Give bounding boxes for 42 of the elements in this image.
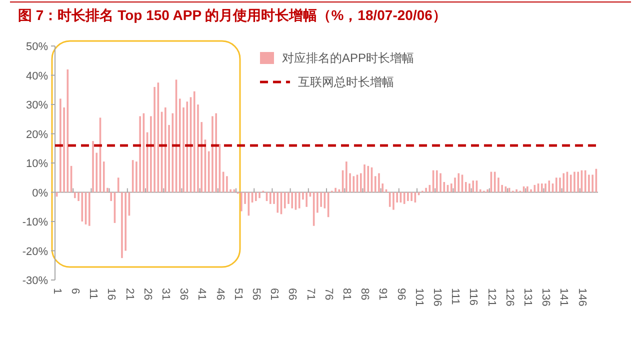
y-tick-label: -20% [22,246,48,258]
x-tick-label: 136 [540,288,552,306]
legend-label: 互联网总时长增幅 [298,75,394,89]
y-tick-label: 50% [26,41,48,53]
x-tick-label: 91 [376,288,389,300]
x-tick-label: 1 [50,288,63,294]
x-tick-label: 51 [232,288,244,300]
y-tick-label: -10% [22,216,48,228]
x-tick-label: 131 [522,288,534,306]
y-tick-label: 0% [32,187,48,200]
y-tick-label: 20% [26,128,48,141]
x-tick-label: 61 [268,288,280,300]
y-tick-label: 30% [26,100,48,112]
x-tick-label: 116 [467,288,480,306]
x-tick-label: 146 [576,288,588,306]
x-tick-label: 6 [69,288,82,294]
chart-title: 图 7：时长排名 Top 150 APP 的月使用时长增幅（%，18/07-20/06） [18,7,446,23]
x-tick-label: 46 [214,288,226,300]
x-tick-label: 81 [340,288,353,300]
y-tick-label: -30% [22,275,48,287]
x-tick-label: 111 [449,288,462,305]
x-tick-label: 86 [358,288,371,300]
x-tick-label: 101 [412,288,425,306]
x-tick-label: 36 [178,288,190,300]
x-tick-label: 11 [87,288,100,300]
y-tick-label: 40% [26,70,48,82]
x-tick-label: 56 [250,288,262,300]
x-tick-label: 41 [196,288,208,300]
x-tick-label: 141 [558,288,570,306]
x-tick-label: 96 [394,288,407,300]
x-tick-label: 71 [304,288,316,300]
x-tick-label: 76 [322,288,334,300]
x-tick-label: 106 [431,288,444,306]
x-tick-label: 126 [503,288,516,306]
x-tick-label: 66 [286,288,298,300]
x-tick-label: 21 [123,288,136,300]
x-tick-label: 26 [141,288,154,300]
y-tick-label: 10% [26,158,48,170]
x-tick-label: 31 [160,288,172,300]
x-tick-label: 121 [485,288,498,306]
x-tick-label: 16 [105,288,118,300]
legend-label: 对应排名的APP时长增幅 [282,51,414,65]
